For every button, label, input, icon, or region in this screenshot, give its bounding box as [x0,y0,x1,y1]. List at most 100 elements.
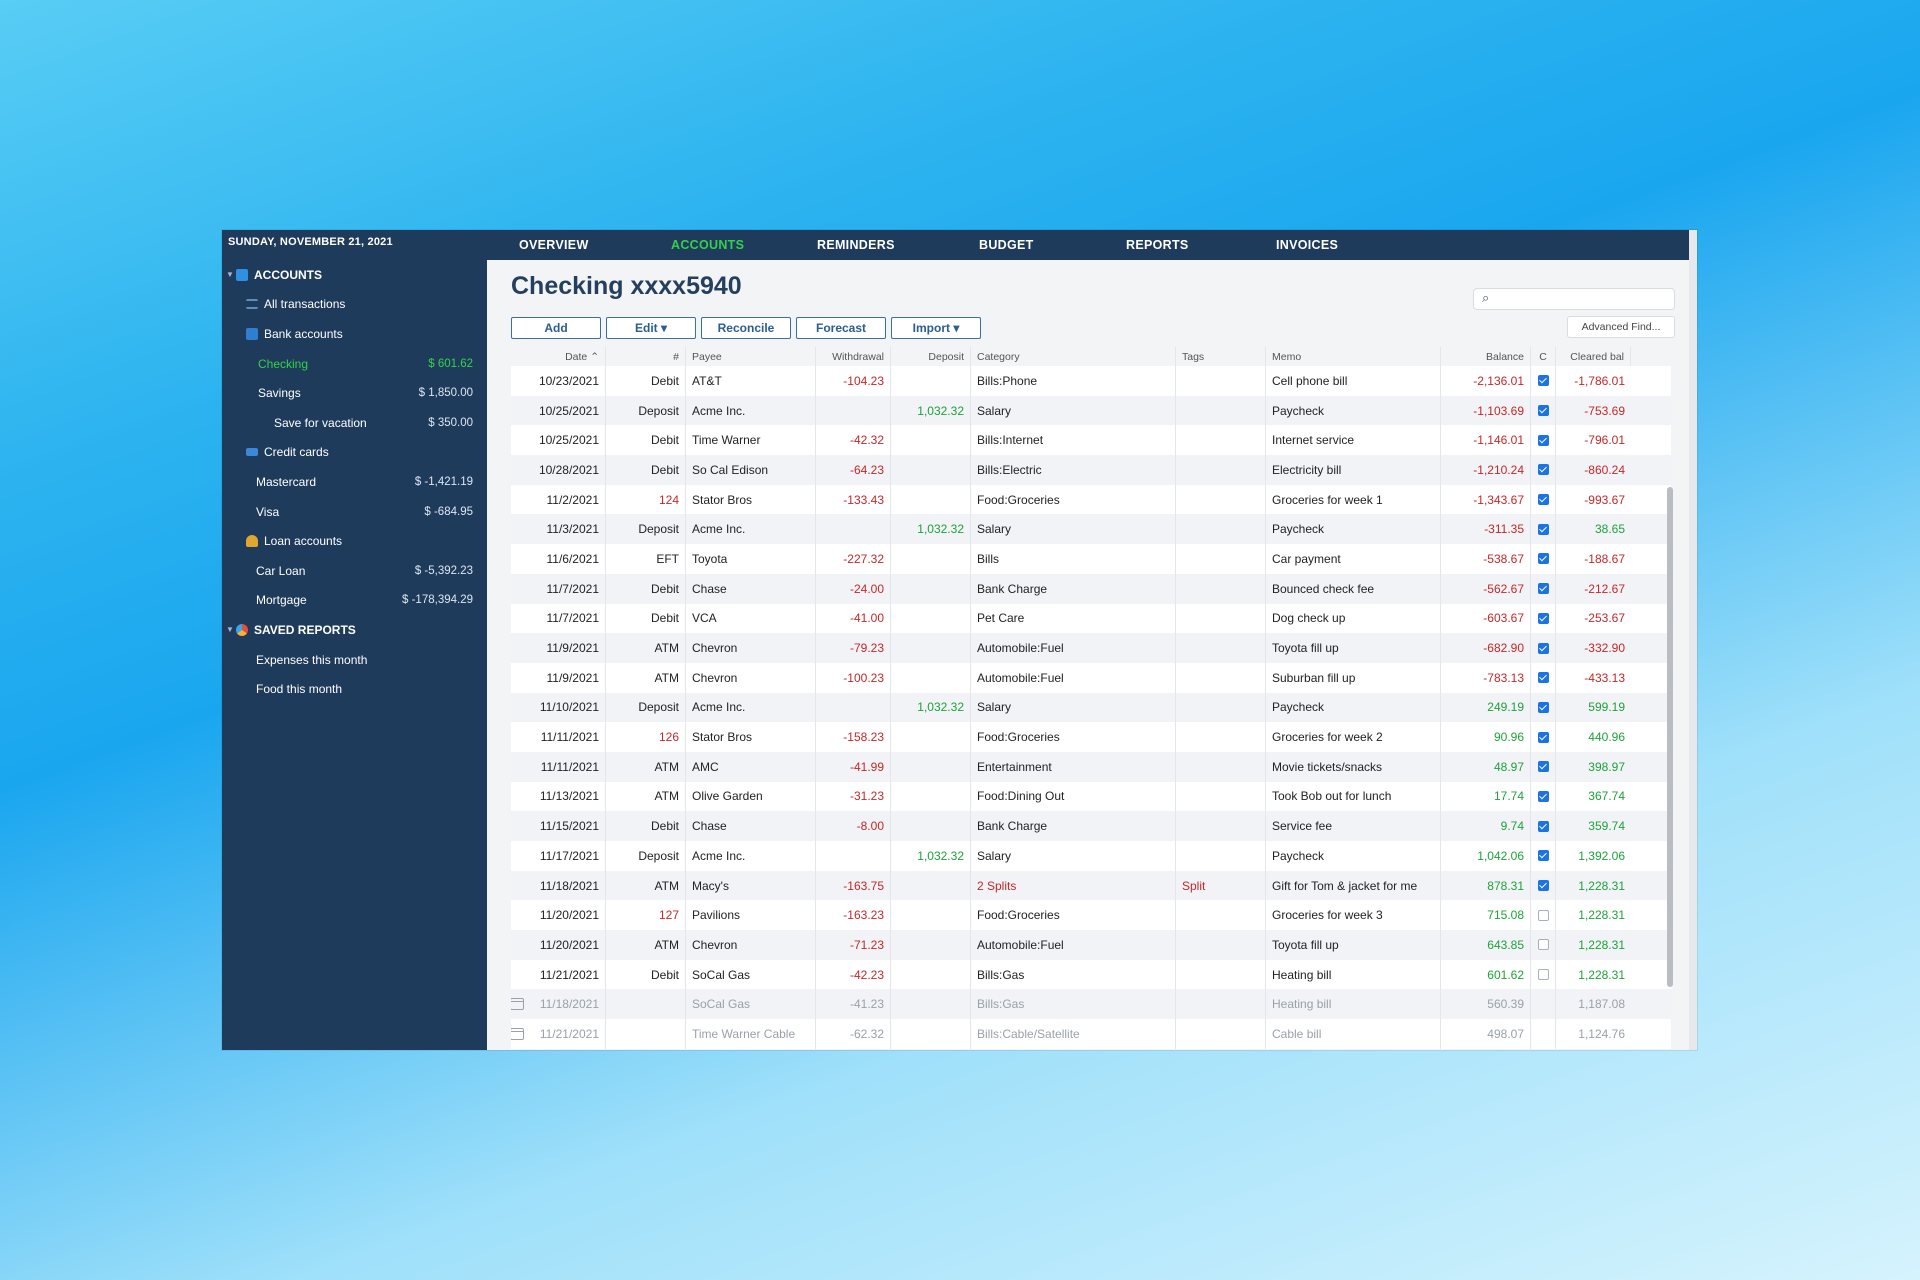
cell-cleared[interactable] [1531,425,1556,456]
tab-budget[interactable]: BUDGET [979,238,1034,252]
cell-balance[interactable]: 715.08 [1441,900,1531,931]
table-row[interactable]: 11/15/2021 Debit Chase -8.00 Bank Charge Serv… [511,811,1671,841]
cell-memo[interactable]: Car payment [1266,544,1441,574]
cell-memo[interactable]: Electricity bill [1266,455,1441,485]
cleared-checkbox[interactable] [1537,583,1549,595]
cleared-checkbox[interactable] [1537,375,1549,387]
cell-deposit[interactable] [891,366,971,396]
cell-cleared[interactable] [1531,751,1556,782]
cell-number[interactable]: EFT [606,544,686,574]
cell-memo[interactable]: Movie tickets/snacks [1266,751,1441,782]
cell-balance[interactable]: 601.62 [1441,959,1531,990]
saved-reports-section-header[interactable]: ▼ SAVED REPORTS [222,615,487,645]
cleared-checkbox[interactable] [1537,553,1549,565]
cell-balance[interactable]: -1,146.01 [1441,425,1531,456]
cell-number[interactable] [606,989,686,1020]
cell-deposit[interactable] [891,1019,971,1049]
cell-category[interactable]: Salary [971,841,1176,871]
cell-number[interactable]: Debit [606,455,686,485]
cell-tags[interactable] [1176,1019,1266,1049]
column-header-cleared-balance[interactable]: Cleared bal [1556,347,1631,366]
cell-date[interactable]: 11/11/2021 [511,751,606,782]
cell-category[interactable]: Bills:Phone [971,366,1176,396]
cell-deposit[interactable] [891,900,971,931]
cell-date[interactable]: 10/25/2021 [511,425,606,456]
column-header-balance[interactable]: Balance [1441,347,1531,366]
cell-number[interactable]: Debit [606,425,686,456]
cell-withdrawal[interactable]: -62.32 [816,1019,891,1049]
cell-date[interactable]: 11/9/2021 [511,662,606,693]
table-row[interactable]: 11/10/2021 Deposit Acme Inc. 1,032.32 Salary… [511,692,1671,723]
table-row[interactable]: 10/28/2021 Debit So Cal Edison -64.23 Bills:… [511,455,1671,485]
cell-payee[interactable]: Acme Inc. [686,841,816,871]
cell-category[interactable]: Bills:Internet [971,425,1176,456]
cell-balance[interactable]: 1,042.06 [1441,841,1531,871]
cell-tags[interactable] [1176,989,1266,1020]
cell-date[interactable]: 11/15/2021 [511,811,606,841]
sidebar-item-savings[interactable]: Savings $ 1,850.00 [222,378,487,408]
cell-number[interactable]: Debit [606,959,686,990]
cell-payee[interactable]: So Cal Edison [686,455,816,485]
cell-cleared[interactable] [1531,662,1556,693]
cell-deposit[interactable] [891,751,971,782]
cell-date[interactable]: 11/13/2021 [511,781,606,812]
tab-overview[interactable]: OVERVIEW [519,238,589,252]
sidebar-item-loan-accounts[interactable]: Loan accounts [222,526,487,556]
cell-cleared-balance[interactable]: 38.65 [1556,514,1631,544]
cell-cleared-balance[interactable]: 599.19 [1556,693,1631,723]
cell-payee[interactable]: AT&T [686,366,816,396]
cleared-checkbox[interactable] [1537,790,1549,802]
table-row[interactable]: 11/11/2021 126 Stator Bros -158.23 Food:Groc… [511,722,1671,752]
cell-date[interactable]: 11/18/2021 [511,870,606,901]
cell-deposit[interactable] [891,484,971,515]
cell-payee[interactable]: Toyota [686,544,816,574]
edit-button[interactable]: Edit ▾ [606,317,696,339]
scrollbar-thumb[interactable] [1667,487,1673,987]
cell-balance[interactable]: -603.67 [1441,603,1531,634]
cell-cleared[interactable] [1531,514,1556,545]
cell-memo[interactable]: Toyota fill up [1266,930,1441,960]
cell-cleared[interactable] [1531,633,1556,663]
cleared-checkbox[interactable] [1537,880,1549,892]
column-header-category[interactable]: Category [971,347,1176,366]
cell-category[interactable]: Pet Care [971,603,1176,634]
cell-number[interactable]: ATM [606,662,686,693]
cell-cleared[interactable] [1531,900,1556,931]
cell-category[interactable]: Bills:Electric [971,455,1176,485]
cell-tags[interactable] [1176,930,1266,960]
cell-date[interactable]: 11/6/2021 [511,544,606,574]
cell-date[interactable]: 10/28/2021 [511,455,606,485]
add-button[interactable]: Add [511,317,601,339]
cell-deposit[interactable] [891,544,971,574]
cell-tags[interactable] [1176,751,1266,782]
cell-date[interactable]: 11/20/2021 [511,900,606,931]
cleared-checkbox[interactable] [1537,731,1549,743]
cell-date[interactable]: 10/25/2021 [511,395,606,426]
cell-category[interactable]: Bills:Cable/Satellite [971,1019,1176,1049]
reconcile-button[interactable]: Reconcile [701,317,791,339]
cell-number[interactable]: Debit [606,603,686,634]
cell-cleared-balance[interactable]: -188.67 [1556,544,1631,574]
cleared-checkbox[interactable] [1537,464,1549,476]
table-row[interactable]: 11/21/2021 Debit SoCal Gas -42.23 Bills:Gas H… [511,959,1671,990]
cell-deposit[interactable] [891,722,971,752]
scheduled-transaction-row[interactable]: 11/18/2021 SoCal Gas -41.23 Bills:Gas Heatin… [511,989,1671,1020]
advanced-find-button[interactable]: Advanced Find... [1567,316,1675,338]
cell-tags[interactable] [1176,781,1266,812]
table-row[interactable]: 11/20/2021 ATM Chevron -71.23 Automobile:Fue… [511,930,1671,960]
cell-number[interactable]: ATM [606,781,686,812]
cell-category[interactable]: Food:Groceries [971,722,1176,752]
cell-tags[interactable] [1176,514,1266,545]
cell-memo[interactable]: Heating bill [1266,989,1441,1020]
cell-deposit[interactable] [891,959,971,990]
cell-cleared[interactable] [1531,366,1556,396]
cell-balance[interactable]: 498.07 [1441,1019,1531,1049]
cell-memo[interactable]: Groceries for week 1 [1266,484,1441,515]
sidebar-item-visa[interactable]: Visa $ -684.95 [222,497,487,527]
cell-withdrawal[interactable]: -8.00 [816,811,891,841]
cell-tags[interactable] [1176,484,1266,515]
cell-payee[interactable]: Chevron [686,930,816,960]
cell-number[interactable]: ATM [606,751,686,782]
tab-invoices[interactable]: INVOICES [1276,238,1339,252]
sidebar-item-save-for-vacation[interactable]: Save for vacation $ 350.00 [222,408,487,438]
